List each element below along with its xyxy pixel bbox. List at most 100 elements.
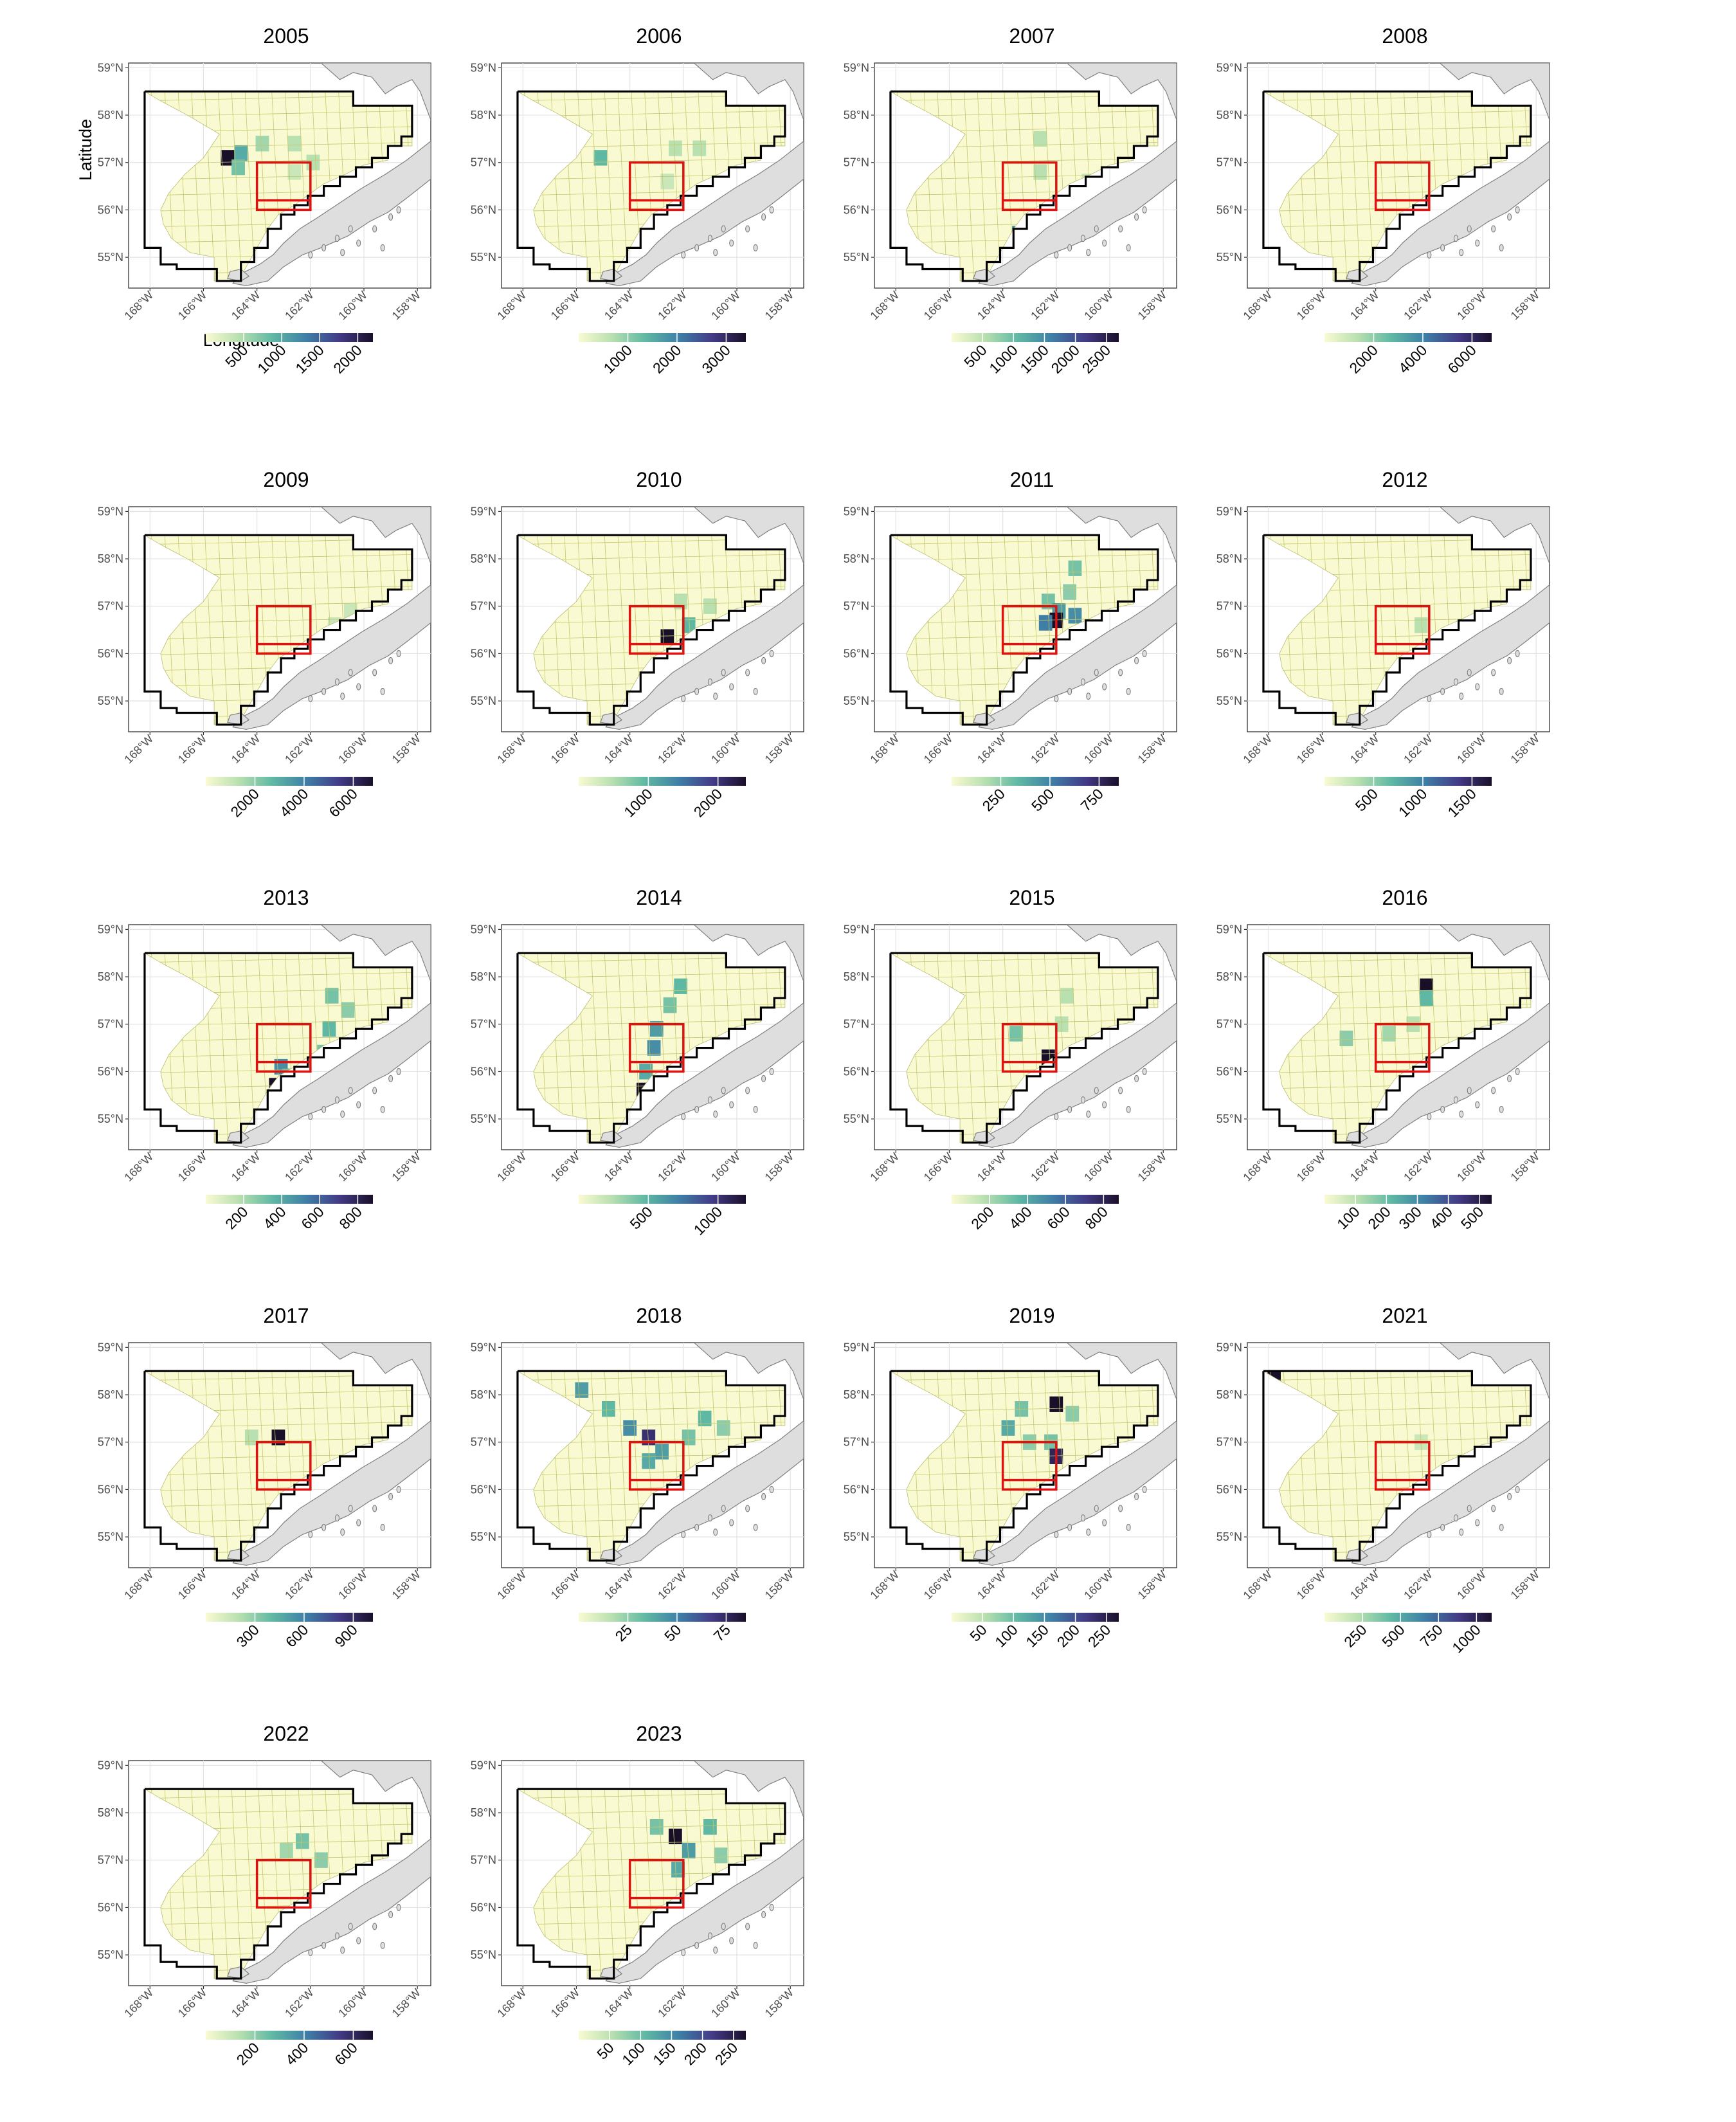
lon-tick-label: 162°W — [655, 1986, 689, 2020]
lat-tick-label: 55°N — [471, 1530, 496, 1543]
islet — [769, 206, 774, 213]
grid-line — [962, 1371, 975, 1561]
islet — [681, 1112, 686, 1120]
islet — [1491, 1505, 1496, 1512]
islet — [1126, 1105, 1131, 1113]
density-cell — [255, 136, 269, 152]
islet — [1491, 669, 1496, 676]
lon-tick-label: 166°W — [1294, 1150, 1328, 1184]
density-cell — [674, 978, 688, 994]
islet — [1453, 1514, 1458, 1522]
lat-tick-label: 59°N — [844, 1341, 869, 1354]
lon-tick-label: 168°W — [495, 1986, 529, 2020]
islet — [1453, 678, 1458, 686]
study-box — [255, 1440, 312, 1491]
lat-tick-label: 59°N — [1216, 505, 1242, 518]
lon-tick-label: 166°W — [921, 1150, 955, 1184]
density-cell — [1009, 1026, 1023, 1042]
land — [1439, 1343, 1550, 1401]
islet — [1475, 1519, 1480, 1527]
study-box — [628, 604, 685, 655]
lon-tick-label: 164°W — [229, 1986, 262, 2020]
lon-tick-label: 162°W — [282, 1568, 316, 1602]
colorbar-legend: 250 500 750 — [952, 777, 1119, 815]
islet — [753, 1105, 758, 1113]
islet — [1142, 1485, 1147, 1493]
lon-tick-label: 166°W — [176, 1986, 209, 2020]
density-cell — [698, 1410, 712, 1427]
islet — [713, 1111, 718, 1118]
islet — [1459, 249, 1464, 257]
islet — [1142, 206, 1147, 213]
grid-line — [602, 1789, 615, 1979]
islet — [1427, 1530, 1432, 1538]
lat-tick-label: 58°N — [844, 552, 869, 565]
islet — [1094, 225, 1099, 233]
grid-line — [1322, 91, 1334, 281]
colorbar-label: 6000 — [1444, 341, 1479, 377]
islet — [1080, 235, 1085, 242]
colorbar-label: 3000 — [698, 341, 734, 377]
colorbar-label: 750 — [1416, 1621, 1446, 1651]
lat-tick-label: 55°N — [844, 694, 869, 707]
land — [1351, 1002, 1550, 1148]
colorbar-label: 150 — [649, 2039, 679, 2069]
lon-tick-label: 166°W — [176, 1568, 209, 1602]
lon-tick-label: 160°W — [1454, 289, 1488, 322]
lon-tick-label: 160°W — [709, 732, 742, 766]
map-plot: 55°N 56°N 57°N 58°N 59°N 168°W 166°W 164°W 162°W… — [1216, 1341, 1550, 1656]
map-plot: 55°N 56°N 57°N 58°N 59°N 168°W 166°W 164°W 162°W… — [471, 61, 804, 377]
land — [693, 925, 804, 983]
grid-line — [1322, 1371, 1334, 1561]
islet — [1086, 249, 1091, 257]
lat-tick-label: 55°N — [844, 1112, 869, 1125]
grid-line — [989, 535, 1002, 725]
lon-tick-label: 164°W — [229, 289, 262, 322]
colorbar-label: 100 — [619, 2039, 648, 2069]
lat-tick-label: 58°N — [1216, 970, 1242, 983]
panel-title: 2022 — [263, 1722, 309, 1745]
islet — [1491, 1087, 1496, 1094]
islet — [1102, 1101, 1107, 1109]
lon-tick-label: 168°W — [868, 1568, 901, 1602]
density-cell — [668, 1828, 682, 1845]
islet — [681, 251, 686, 258]
islet — [681, 694, 686, 702]
map-panel-2016: 2016 55°N 56°N 57°N 58°N 59°N 168°W 166°W 164°W 1… — [1215, 886, 1575, 1272]
islet — [1459, 1528, 1464, 1536]
panel-title: 2023 — [636, 1722, 682, 1745]
lon-tick-label: 168°W — [1241, 1150, 1274, 1184]
colorbar-legend: 1000 2000 3000 — [579, 333, 746, 377]
islet — [340, 1111, 345, 1118]
lon-tick-label: 162°W — [282, 732, 316, 766]
islet — [1507, 1075, 1512, 1083]
lon-tick-label: 160°W — [1081, 289, 1115, 322]
lon-tick-label: 158°W — [1508, 732, 1542, 766]
study-box — [1374, 604, 1431, 655]
islet — [707, 1932, 712, 1940]
islet — [388, 1075, 393, 1083]
islet — [1118, 225, 1123, 233]
land — [1066, 63, 1177, 121]
grid-line — [431, 1761, 442, 1986]
islet — [713, 249, 718, 257]
lon-tick-label: 162°W — [1401, 289, 1434, 322]
density-cell — [1033, 131, 1047, 147]
land — [693, 507, 804, 565]
map-plot: 55°N 56°N 57°N 58°N 59°N 168°W 166°W 164°W 162°W… — [76, 61, 431, 377]
grid-line — [563, 953, 575, 1143]
lat-tick-label: 57°N — [471, 600, 496, 613]
lat-tick-label: 57°N — [844, 1436, 869, 1449]
panel-title: 2005 — [263, 24, 309, 48]
lon-tick-label: 162°W — [655, 732, 689, 766]
lon-tick-label: 168°W — [1241, 1568, 1274, 1602]
lon-tick-label: 166°W — [921, 732, 955, 766]
islet — [1459, 693, 1464, 700]
panel-title: 2016 — [1382, 886, 1428, 909]
lat-tick-label: 59°N — [471, 1759, 496, 1772]
lat-tick-label: 58°N — [471, 1388, 496, 1401]
islet — [1475, 683, 1480, 691]
islet — [1467, 225, 1472, 233]
land — [693, 63, 804, 121]
lat-tick-label: 56°N — [471, 1065, 496, 1078]
